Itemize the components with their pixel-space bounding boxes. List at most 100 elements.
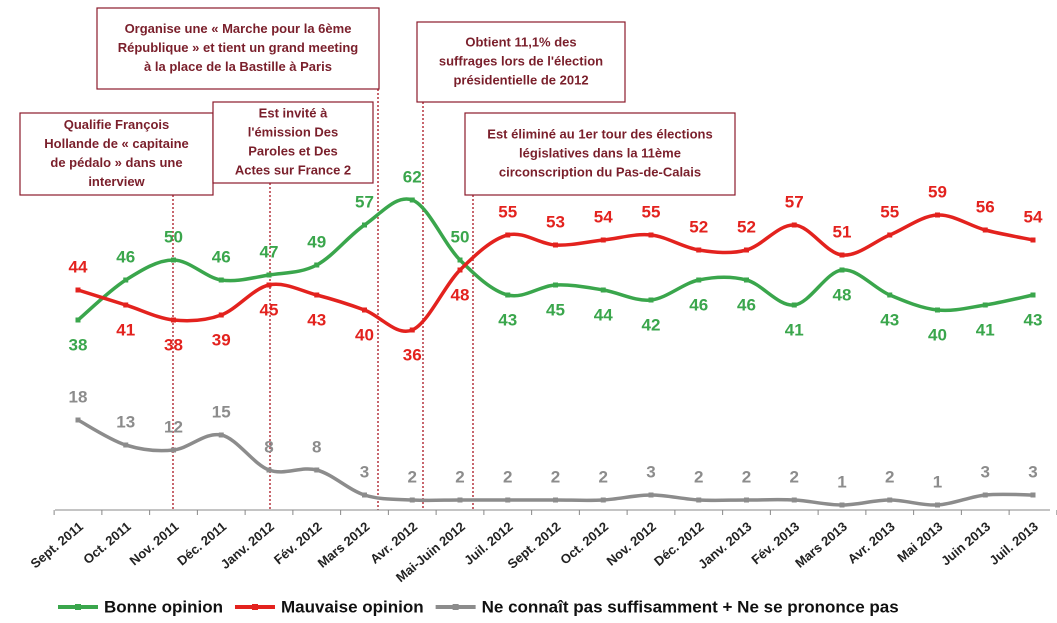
legend-label: Mauvaise opinion — [281, 597, 424, 616]
annotation-text: à la place de la Bastille à Paris — [144, 59, 332, 74]
data-label: 2 — [790, 467, 799, 486]
point — [600, 287, 606, 293]
data-label: 2 — [694, 467, 703, 486]
point — [1030, 292, 1036, 298]
point — [696, 497, 702, 503]
point — [648, 232, 654, 238]
point — [982, 492, 988, 498]
data-label: 43 — [1024, 310, 1043, 329]
point — [457, 267, 463, 273]
x-tick-label: Juin 2013 — [938, 519, 993, 569]
point — [171, 317, 176, 323]
point — [505, 292, 511, 298]
legend-label: Ne connaît pas suffisamment + Ne se pron… — [482, 597, 899, 616]
point — [505, 497, 511, 503]
x-tick-label: Avr. 2013 — [845, 519, 898, 567]
data-label: 38 — [164, 335, 183, 354]
data-label: 44 — [69, 257, 88, 276]
point — [75, 287, 81, 293]
point — [553, 282, 558, 288]
annotation-box — [212, 101, 374, 184]
data-label: 54 — [1024, 207, 1043, 226]
point — [171, 257, 176, 263]
data-label: 3 — [981, 462, 990, 481]
annotation-text: Qualifie François — [64, 117, 169, 132]
data-label: 40 — [355, 325, 374, 344]
annotation-box — [416, 21, 626, 103]
x-tick-label: Sept. 2012 — [505, 519, 564, 572]
legend-marker — [251, 604, 258, 610]
point — [935, 307, 940, 313]
data-label: 1 — [933, 472, 942, 491]
data-label: 2 — [455, 467, 464, 486]
point — [887, 232, 893, 238]
x-tick-label: Janv. 2013 — [695, 519, 754, 572]
annotation-text: Est éliminé au 1er tour des élections — [487, 126, 712, 141]
annotation-text: Paroles et Des — [248, 143, 338, 158]
annotation-box — [464, 112, 736, 196]
data-label: 48 — [833, 285, 852, 304]
data-label: 2 — [885, 467, 894, 486]
data-label: 8 — [312, 437, 321, 456]
x-tick-label: Janv. 2012 — [218, 519, 277, 572]
point — [935, 502, 940, 508]
point — [1030, 237, 1036, 243]
point — [1030, 492, 1036, 498]
point — [887, 292, 893, 298]
point — [935, 212, 940, 218]
data-label: 13 — [116, 412, 135, 431]
point — [75, 317, 81, 323]
data-label: 3 — [1028, 462, 1037, 481]
data-label: 51 — [833, 222, 852, 241]
annotation-text: Actes sur France 2 — [235, 162, 351, 177]
data-label: 3 — [360, 462, 369, 481]
point — [266, 467, 272, 473]
data-label: 52 — [689, 217, 708, 236]
point — [409, 327, 415, 333]
data-label: 15 — [212, 402, 231, 421]
data-label: 62 — [403, 167, 422, 186]
annotation-text: législatives dans la 11ème — [519, 145, 681, 160]
data-label: 47 — [260, 242, 279, 261]
x-tick-label: Oct. 2012 — [557, 519, 611, 568]
point — [553, 497, 558, 503]
point — [266, 282, 272, 288]
legend-marker — [75, 604, 81, 610]
point — [218, 432, 224, 438]
point — [887, 497, 893, 503]
annotation-text: Est invité à — [259, 105, 328, 120]
point — [744, 497, 749, 503]
data-label: 2 — [599, 467, 608, 486]
legend-label: Bonne opinion — [104, 597, 223, 616]
annotation-text: de pédalo » dans une — [50, 155, 182, 170]
data-label: 43 — [498, 310, 517, 329]
data-label: 36 — [403, 345, 422, 364]
data-label: 2 — [551, 467, 560, 486]
point — [314, 262, 320, 268]
annotation-text: Obtient 11,1% des — [465, 34, 576, 49]
data-label: 46 — [212, 247, 231, 266]
point — [696, 247, 702, 253]
data-label: 42 — [642, 315, 661, 334]
point — [457, 257, 463, 263]
point — [457, 497, 463, 503]
annotation-text: circonscription du Pas-de-Calais — [499, 164, 701, 179]
point — [314, 292, 320, 298]
annotation-box — [19, 112, 214, 196]
data-label: 44 — [594, 305, 613, 324]
data-label: 45 — [546, 300, 565, 319]
data-label: 54 — [594, 207, 613, 226]
point — [648, 492, 654, 498]
data-label: 18 — [69, 387, 88, 406]
annotation-text: Hollande de « capitaine — [44, 136, 189, 151]
point — [553, 242, 558, 248]
point — [218, 277, 224, 283]
point — [791, 302, 797, 308]
point — [505, 232, 511, 238]
data-label: 39 — [212, 330, 231, 349]
data-label: 3 — [646, 462, 655, 481]
x-tick-label: Mars 2013 — [792, 519, 850, 571]
data-label: 2 — [408, 467, 417, 486]
annotation-text: présidentielle de 2012 — [453, 72, 588, 87]
